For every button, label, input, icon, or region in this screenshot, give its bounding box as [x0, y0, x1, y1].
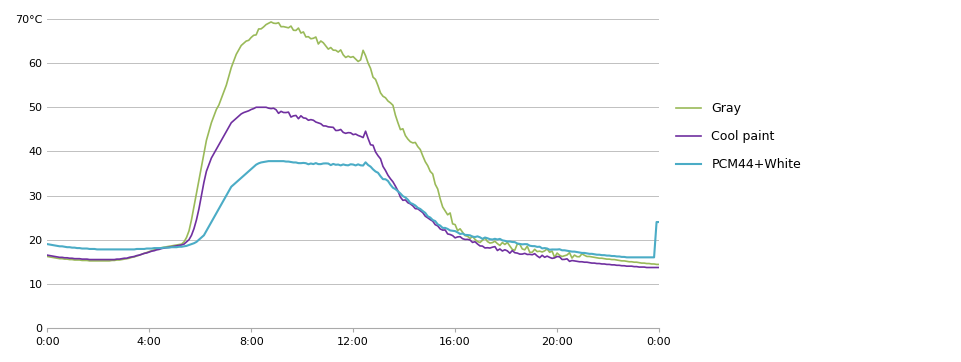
PCM44+White [262, 159, 274, 163]
Gray [57, 257, 68, 261]
Gray [653, 262, 664, 266]
Cool paint [260, 105, 272, 109]
Gray [267, 21, 279, 25]
PCM44+White [267, 159, 279, 163]
Cool paint [653, 265, 664, 270]
Gray [345, 55, 357, 59]
Cool paint [596, 262, 607, 266]
PCM44+White [57, 244, 68, 248]
Cool paint [345, 131, 357, 135]
Line: Gray: Gray [47, 22, 658, 264]
Gray [337, 52, 349, 57]
Line: PCM44+White: PCM44+White [47, 161, 658, 257]
Legend: Gray, Cool paint, PCM44+White: Gray, Cool paint, PCM44+White [671, 97, 805, 176]
Cool paint [57, 255, 68, 260]
PCM44+White [258, 160, 269, 164]
Line: Cool paint: Cool paint [47, 107, 658, 268]
Gray [596, 256, 607, 260]
Gray [41, 254, 53, 258]
PCM44+White [596, 253, 607, 257]
PCM44+White [337, 162, 349, 167]
Cool paint [41, 253, 53, 257]
Cool paint [337, 130, 349, 135]
Gray [265, 20, 277, 24]
Gray [651, 262, 662, 266]
Cool paint [250, 105, 261, 109]
Gray [258, 25, 269, 29]
PCM44+White [345, 162, 357, 167]
PCM44+White [41, 242, 53, 246]
Cool paint [267, 106, 279, 110]
PCM44+White [653, 220, 664, 224]
Cool paint [640, 265, 652, 270]
PCM44+White [620, 255, 631, 260]
